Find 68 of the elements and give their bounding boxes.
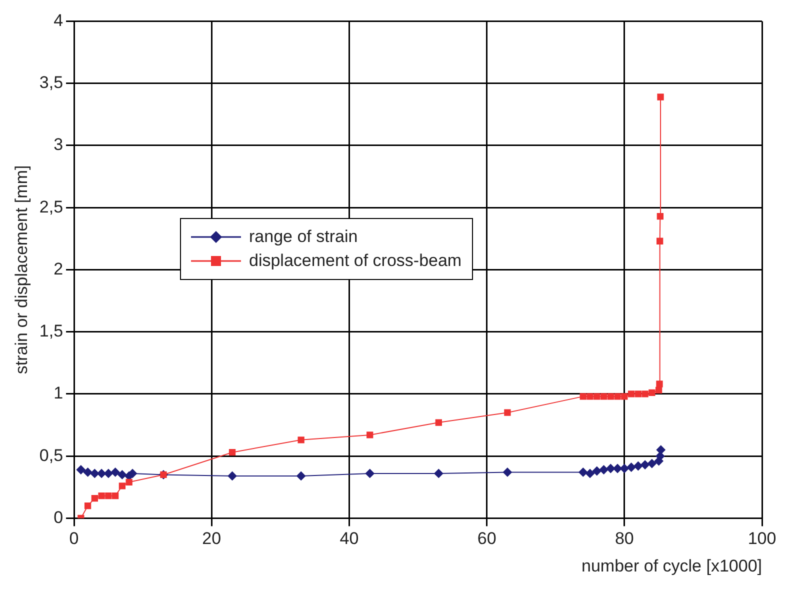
legend-label: range of strain [249, 227, 358, 247]
point [656, 238, 664, 244]
point [634, 390, 642, 398]
point [504, 409, 511, 416]
point [656, 380, 663, 388]
point [647, 459, 656, 468]
point [118, 482, 126, 490]
x-tick-label: 0 [69, 529, 79, 548]
point [592, 466, 602, 476]
point [298, 436, 304, 444]
point [621, 393, 628, 400]
point [105, 492, 112, 500]
point [365, 468, 374, 478]
point [620, 464, 629, 473]
point [434, 468, 444, 478]
point [76, 465, 86, 474]
point [594, 393, 600, 400]
point [586, 393, 594, 400]
point [296, 471, 306, 480]
point [366, 432, 374, 438]
y-tick-label: 1 [54, 384, 64, 403]
point [600, 393, 608, 400]
point [112, 492, 119, 500]
x-tick-label: 60 [477, 529, 496, 548]
point [90, 468, 100, 478]
point [580, 393, 586, 400]
y-axis-title: strain or displacement [mm] [12, 165, 31, 374]
y-tick-label: 1,5 [39, 322, 64, 341]
point [648, 389, 656, 396]
point [228, 449, 236, 456]
point [655, 386, 662, 394]
y-tick-label: 2 [54, 259, 64, 278]
y-tick-label: 4 [54, 10, 64, 30]
y-tick-label: 0,5 [39, 446, 64, 465]
y-tick-label: 3,5 [39, 73, 64, 92]
point [110, 468, 120, 477]
point [578, 468, 588, 477]
point [98, 492, 105, 500]
point [83, 468, 92, 477]
point [91, 494, 98, 502]
x-axis-title: number of cycle [x1000] [582, 556, 762, 576]
x-tick-label: 20 [202, 529, 222, 548]
x-tick-label: 80 [614, 529, 634, 548]
point [634, 462, 643, 471]
point [502, 468, 512, 477]
y-tick-label: 3 [54, 135, 64, 154]
x-tick-label: 40 [340, 529, 359, 548]
y-tick-label: 2,5 [39, 197, 64, 216]
point [84, 502, 92, 510]
point [628, 390, 635, 398]
point [228, 471, 237, 480]
y-tick-label: 0 [54, 508, 64, 527]
point [657, 94, 664, 100]
point [118, 470, 127, 480]
point [614, 393, 621, 400]
point [642, 390, 648, 398]
point [640, 460, 650, 470]
point [656, 445, 666, 454]
x-tick-label: 100 [748, 529, 776, 548]
point [656, 212, 664, 220]
point [607, 393, 614, 400]
point [599, 465, 608, 474]
point [606, 464, 616, 473]
point [435, 419, 442, 426]
point [626, 462, 636, 472]
point [586, 468, 595, 478]
point [126, 478, 132, 486]
legend-label: displacement of cross-beam [249, 251, 462, 271]
